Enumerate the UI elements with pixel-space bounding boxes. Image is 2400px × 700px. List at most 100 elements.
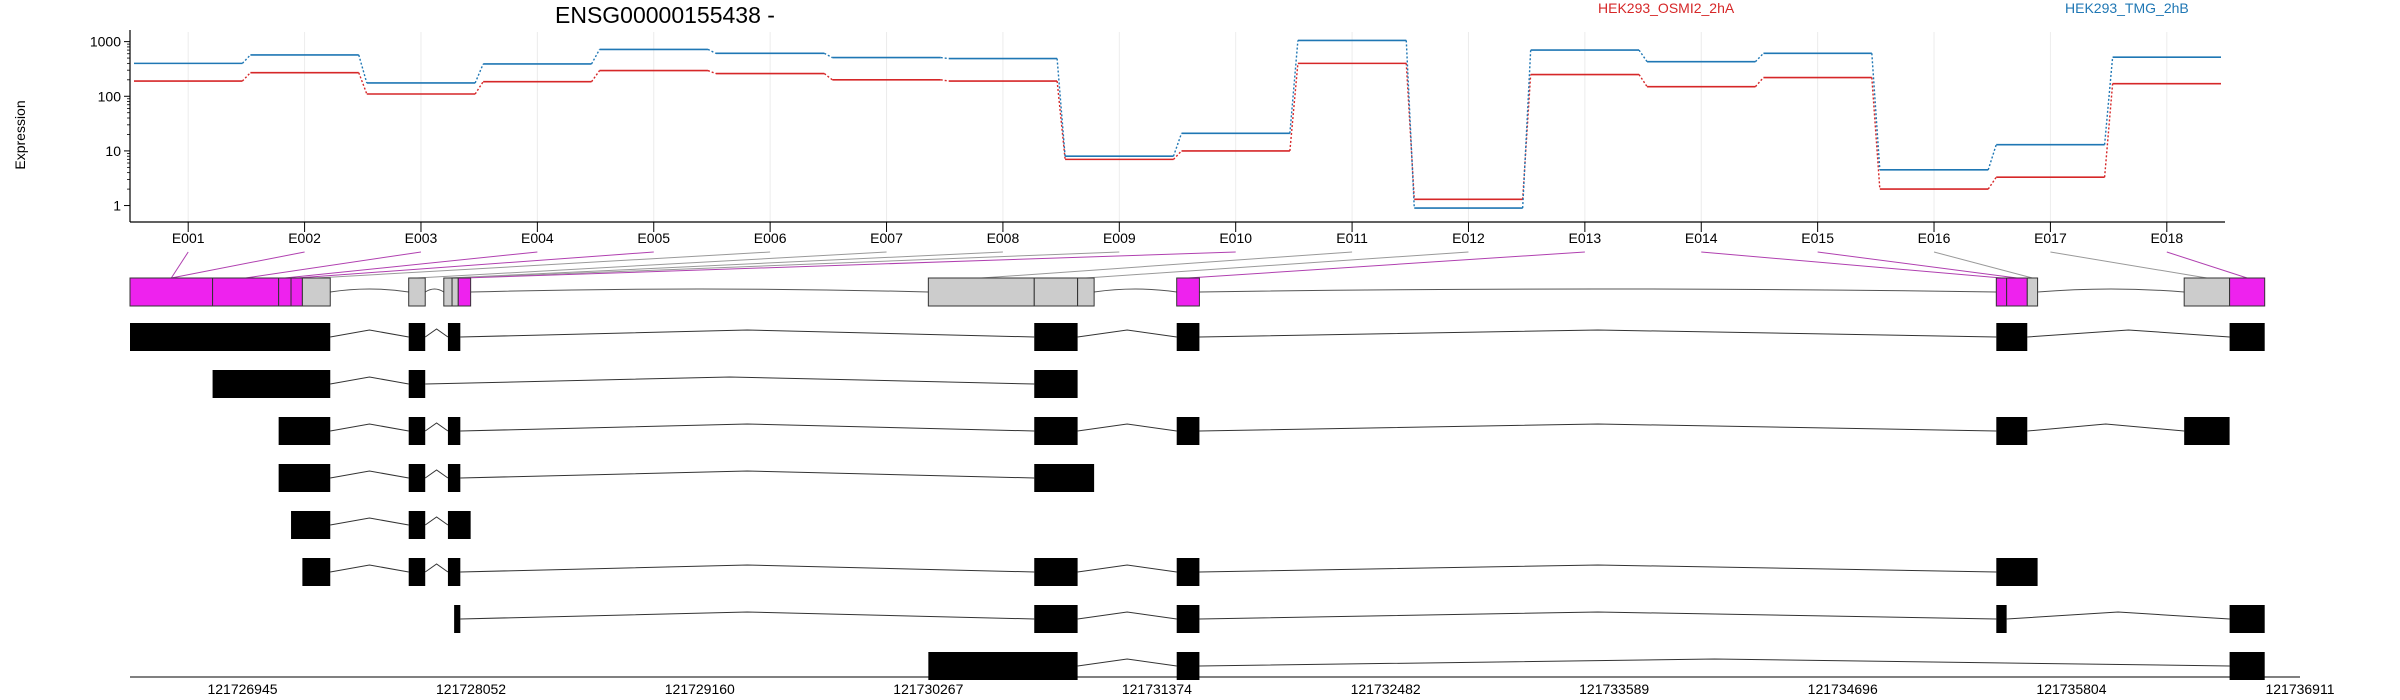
transcript-exon xyxy=(2229,605,2265,633)
transcript-exon xyxy=(1034,417,1078,445)
transcript-exon xyxy=(1996,605,2007,633)
transcript-models xyxy=(130,323,2265,680)
transcript-exon xyxy=(291,511,331,539)
gene-intron xyxy=(470,288,929,293)
transcript-intron xyxy=(330,517,409,526)
coordinate-tick-label: 121734696 xyxy=(1808,681,1878,697)
exon-bin-label: E012 xyxy=(1452,230,1485,246)
bin-connector xyxy=(2050,251,2207,279)
exon-bin-label: E010 xyxy=(1219,230,1252,246)
transcript-intron xyxy=(424,422,449,432)
transcript-exon xyxy=(1034,370,1078,398)
bin-connector xyxy=(455,251,1120,279)
transcript-exon xyxy=(1996,558,2038,586)
exon-bin-label: E014 xyxy=(1685,230,1718,246)
transcript-exon xyxy=(1034,464,1095,492)
transcript-intron xyxy=(460,611,1035,620)
transcript-exon xyxy=(130,323,331,351)
exon-bin-label: E011 xyxy=(1336,230,1368,246)
transcript-exon xyxy=(1034,558,1078,586)
transcript-exon xyxy=(212,370,331,398)
transcript-6 xyxy=(302,558,2038,586)
series-connector xyxy=(940,79,949,82)
bin-connector xyxy=(1817,251,2018,279)
transcript-exon xyxy=(278,417,331,445)
series-connector xyxy=(590,49,601,65)
series-connector xyxy=(474,81,484,95)
transcript-intron xyxy=(1199,658,2230,667)
transcript-exon xyxy=(408,323,426,351)
series-connector xyxy=(241,54,251,64)
transcript-intron xyxy=(460,329,1035,338)
legend-series-1: HEK293_OSMI2_2hA xyxy=(1598,0,1735,16)
transcript-3 xyxy=(278,417,2230,445)
transcript-intron xyxy=(424,516,449,526)
expression-series xyxy=(134,39,2221,209)
transcript-intron xyxy=(1077,423,1177,432)
transcript-exon xyxy=(2229,652,2265,680)
coordinate-tick-label: 121729160 xyxy=(665,681,735,697)
transcript-intron xyxy=(460,470,1035,479)
exon-bin xyxy=(1176,277,1200,307)
transcript-intron xyxy=(460,423,1035,432)
exon-bin xyxy=(1995,277,2008,307)
bin-connector xyxy=(464,251,1236,279)
series-connector xyxy=(1405,63,1415,200)
series-connector xyxy=(824,52,833,59)
transcript-intron xyxy=(425,376,1035,385)
transcript-exon xyxy=(454,605,461,633)
transcript-intron xyxy=(2027,423,2185,432)
gene-intron xyxy=(1094,288,1177,293)
exon-bin xyxy=(278,277,292,307)
coordinate-tick-label: 121735804 xyxy=(2036,681,2106,697)
transcript-intron xyxy=(2006,611,2230,620)
exon-bin xyxy=(2026,277,2039,307)
transcript-intron xyxy=(424,469,449,479)
exon-bin-label: E015 xyxy=(1801,230,1834,246)
transcript-intron xyxy=(1077,564,1177,573)
exon-bin-label: E018 xyxy=(2150,230,2183,246)
series-connector xyxy=(1638,49,1648,63)
series-connector xyxy=(707,69,717,75)
bin-connector xyxy=(981,251,1353,279)
exon-bin-label: E005 xyxy=(637,230,670,246)
transcript-intron xyxy=(330,564,409,573)
series-connector xyxy=(1871,53,1881,170)
exon-bin-label: E009 xyxy=(1103,230,1136,246)
bin-connector xyxy=(245,251,422,279)
series-connector xyxy=(940,56,949,60)
transcript-intron xyxy=(330,376,409,385)
coordinate-tick-label: 121736911 xyxy=(2265,681,2334,697)
series-connector xyxy=(707,48,717,54)
transcript-exon xyxy=(928,652,1078,680)
plot-gridlines xyxy=(187,32,2168,222)
exon-bin xyxy=(129,277,214,307)
bin-connector xyxy=(171,251,305,279)
coordinate-tick-label: 121726945 xyxy=(207,681,277,697)
exon-bin xyxy=(408,277,426,307)
exon-bin-label: E007 xyxy=(870,230,903,246)
exon-bin xyxy=(2183,277,2231,307)
bin-connector xyxy=(1701,251,2002,279)
plot-axes: 1 10 100 1000 xyxy=(90,30,2225,223)
coordinate-tick-label: 121733589 xyxy=(1579,681,1649,697)
transcript-exon xyxy=(1176,605,1200,633)
series-connector xyxy=(474,63,484,84)
exon-bin xyxy=(2229,277,2266,307)
transcript-exon xyxy=(447,558,461,586)
series-connector xyxy=(1754,77,1764,88)
bin-connector xyxy=(1085,251,1469,279)
transcript-1 xyxy=(130,323,2265,351)
series-connector xyxy=(1871,77,1881,190)
exon-bin-label: E004 xyxy=(521,230,554,246)
exon-bin-label: E006 xyxy=(754,230,787,246)
transcript-exon xyxy=(1176,417,1200,445)
exon-bin xyxy=(451,277,459,307)
collapsed-gene-model xyxy=(129,277,2266,307)
transcript-intron xyxy=(424,328,449,338)
bin-connector xyxy=(1933,251,2033,279)
exon-bin xyxy=(1033,277,1079,307)
exon-bin xyxy=(457,277,472,307)
transcript-7 xyxy=(454,605,2265,633)
transcript-exon xyxy=(447,323,461,351)
